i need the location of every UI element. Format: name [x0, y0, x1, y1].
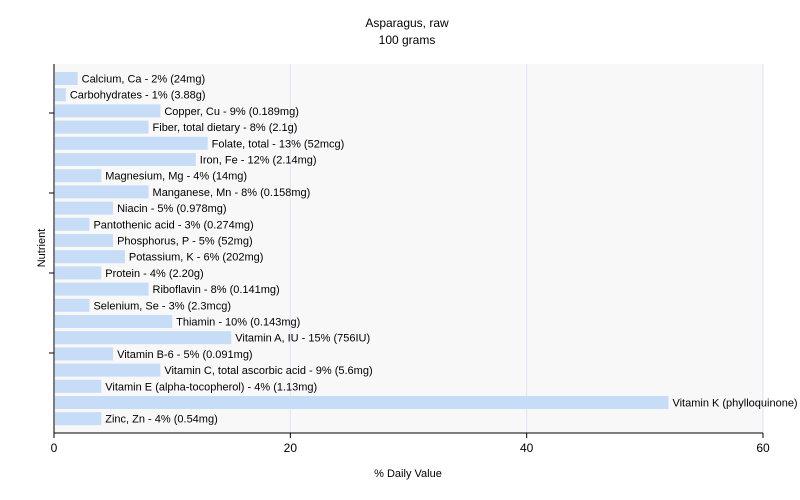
bar: [55, 412, 102, 426]
bar: [55, 331, 232, 345]
bar: [55, 379, 102, 393]
bar-label: Thiamin - 10% (0.143mg): [176, 317, 300, 329]
bar: [55, 153, 196, 166]
bar: [55, 169, 102, 183]
bar-label: Iron, Fe - 12% (2.14mg): [200, 155, 317, 167]
x-tick-label: 40: [520, 441, 534, 455]
bar: [55, 72, 78, 85]
grid-lines: [289, 64, 764, 433]
bar-label: Manganese, Mn - 8% (0.158mg): [153, 187, 311, 199]
bar-label: Folate, total - 13% (52mcg): [212, 138, 345, 150]
bar-label: Phosphorus, P - 5% (52mg): [117, 236, 253, 248]
bars: Calcium, Ca - 2% (24mg) Carbohydrates - 1…: [55, 72, 800, 426]
plot-area: [54, 64, 763, 433]
bar-label: Riboflavin - 8% (0.141mg): [153, 284, 280, 296]
bar-label: Selenium, Se - 3% (2.3mcg): [93, 300, 231, 312]
bar: [55, 234, 114, 247]
bar-label: Vitamin E (alpha-tocopherol) - 4% (1.13m…: [105, 381, 317, 393]
bar: [55, 88, 66, 102]
bar-label: Carbohydrates - 1% (3.88g): [70, 90, 206, 102]
bar-label: Calcium, Ca - 2% (24mg): [82, 74, 205, 86]
chart-title: Asparagus, raw: [365, 16, 449, 30]
bar: [55, 250, 125, 264]
bar-label: Vitamin A, IU - 15% (756IU): [235, 333, 370, 345]
bar: [55, 104, 161, 118]
axes: [49, 64, 763, 434]
bar: [55, 136, 208, 150]
bar: [55, 396, 669, 409]
bar-label: Pantothenic acid - 3% (0.274mg): [93, 219, 253, 231]
bar-label: Protein - 4% (2.20g): [105, 268, 203, 280]
chart-subtitle: 100 grams: [379, 33, 436, 47]
bar-label: Vitamin C, total ascorbic acid - 9% (5.6…: [164, 365, 372, 377]
bar: [55, 282, 149, 296]
bar: [55, 217, 90, 231]
x-tick-label: 20: [284, 441, 298, 455]
bar: [55, 347, 114, 361]
bar: [55, 315, 173, 328]
y-axis-title: Nutrient: [36, 229, 48, 268]
bar: [55, 266, 102, 280]
x-axis-title: % Daily Value: [374, 468, 442, 480]
x-tick-label: 0: [51, 441, 58, 455]
bar: [55, 120, 149, 134]
bar-label: Potassium, K - 6% (202mg): [129, 252, 264, 264]
bar-label: Vitamin B-6 - 5% (0.091mg): [117, 349, 253, 361]
bar-label: Copper, Cu - 9% (0.189mg): [164, 106, 299, 118]
bar: [55, 185, 149, 199]
x-axis-ticks: 0 20 40 60: [51, 433, 770, 455]
bar: [55, 201, 114, 215]
bar-label: Niacin - 5% (0.978mg): [117, 203, 226, 215]
bar: [55, 363, 161, 377]
bar-label: Zinc, Zn - 4% (0.54mg): [105, 414, 217, 426]
bar: [55, 298, 90, 312]
bar-label: Vitamin K (phylloquinone) - 52% (41.6mcg…: [672, 398, 800, 410]
bar-label: Fiber, total dietary - 8% (2.1g): [153, 122, 298, 134]
x-tick-label: 60: [756, 441, 770, 455]
bar-label: Magnesium, Mg - 4% (14mg): [105, 171, 247, 183]
